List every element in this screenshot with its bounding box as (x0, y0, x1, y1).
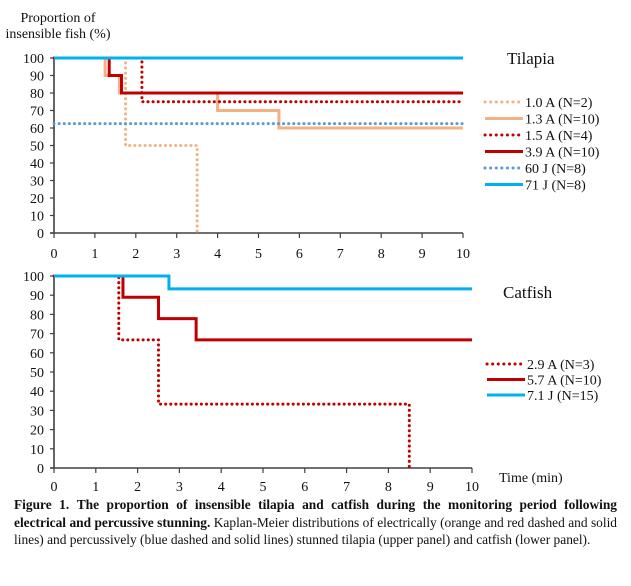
legend-label: 2.9 A (N=3) (527, 358, 595, 373)
x-tick-label: 5 (260, 480, 267, 494)
y-tick-label: 80 (30, 87, 44, 102)
y-tick-label: 80 (30, 308, 44, 323)
y-tick-label: 20 (30, 424, 44, 439)
y-tick-label: 50 (30, 366, 44, 381)
y-tick-label: 100 (23, 270, 44, 285)
chart-panel-tilapia: 0 10 20 30 40 50 60 70 80 90 100 0 1 2 3 4 5 6 7 8 9 10 Tilapi… (6, 11, 600, 262)
y-tick-label: 50 (30, 140, 44, 155)
legend-label: 3.9 A (N=10) (525, 146, 600, 161)
y-tick-label: 40 (30, 157, 44, 172)
series-line (52, 56, 199, 235)
legend-label: 1.3 A (N=10) (525, 113, 600, 128)
series-line (52, 56, 465, 104)
x-tick-label: 4 (214, 247, 221, 262)
x-tick-label: 5 (255, 247, 262, 262)
x-tick-label: 0 (51, 247, 58, 262)
x-tick-label: 3 (173, 247, 180, 262)
x-tick-label: 1 (91, 247, 98, 262)
x-tick-label: 0 (51, 480, 58, 494)
y-tick-label: 30 (30, 404, 44, 419)
series-line (54, 56, 463, 95)
figure-caption: Figure 1. The proportion of insensible t… (14, 496, 617, 549)
series-line (54, 274, 472, 291)
caption-body: Kaplan-Meier distributions of electrical… (14, 514, 618, 548)
y-tick-label: 0 (37, 462, 44, 477)
panel-label: Catfish (503, 283, 553, 302)
y-tick-label: 70 (30, 105, 44, 120)
y-tick-label: 90 (30, 70, 44, 85)
x-tick-label: 9 (427, 480, 434, 494)
legend-label: 1.5 A (N=4) (525, 129, 593, 144)
legend-label: 71 J (N=8) (525, 179, 586, 194)
x-tick-label: 7 (343, 480, 350, 494)
y-tick-label: 70 (30, 328, 44, 343)
caption-title: The proportion of insensible tilapia and… (14, 497, 618, 530)
y-tick-label: 60 (30, 122, 44, 137)
caption-label: Figure 1. (14, 497, 70, 512)
y-tick-label: 40 (30, 385, 44, 400)
series-line (54, 274, 472, 342)
x-tick-label: 6 (296, 247, 303, 262)
legend-label: 1.0 A (N=2) (525, 96, 593, 111)
x-tick-label: 8 (385, 480, 392, 494)
y-tick-label: 0 (37, 227, 44, 242)
x-tick-label: 2 (134, 480, 141, 494)
y-tick-label: 20 (30, 192, 44, 207)
x-tick-label: 10 (465, 480, 479, 494)
legend-label: 5.7 A (N=10) (527, 374, 602, 389)
x-tick-label: 6 (301, 480, 308, 494)
y-axis-label: insensible fish (%) (6, 27, 111, 42)
x-axis-label: Time (min) (499, 471, 563, 486)
x-tick-label: 4 (218, 480, 225, 494)
chart-panel-catfish: 0 10 20 30 40 50 60 70 80 90 100 0 1 2 3 4 5 6 7 8 9 10 Catfis… (23, 270, 602, 494)
series-line (52, 274, 411, 470)
y-tick-label: 10 (30, 210, 44, 225)
y-tick-label: 100 (23, 52, 44, 67)
legend-label: 60 J (N=8) (525, 162, 586, 177)
x-tick-label: 1 (92, 480, 99, 494)
panel-label: Tilapia (507, 49, 555, 68)
legend-label: 7.1 J (N=15) (527, 389, 599, 404)
x-tick-label: 9 (419, 247, 426, 262)
x-tick-label: 2 (132, 247, 139, 262)
x-tick-label: 7 (337, 247, 344, 262)
x-tick-label: 10 (456, 247, 470, 262)
x-tick-label: 3 (176, 480, 183, 494)
y-tick-label: 60 (30, 347, 44, 362)
x-tick-label: 8 (378, 247, 385, 262)
y-axis-label: Proportion of (20, 11, 95, 26)
y-tick-label: 30 (30, 175, 44, 190)
y-tick-label: 90 (30, 289, 44, 304)
y-tick-label: 10 (30, 443, 44, 458)
